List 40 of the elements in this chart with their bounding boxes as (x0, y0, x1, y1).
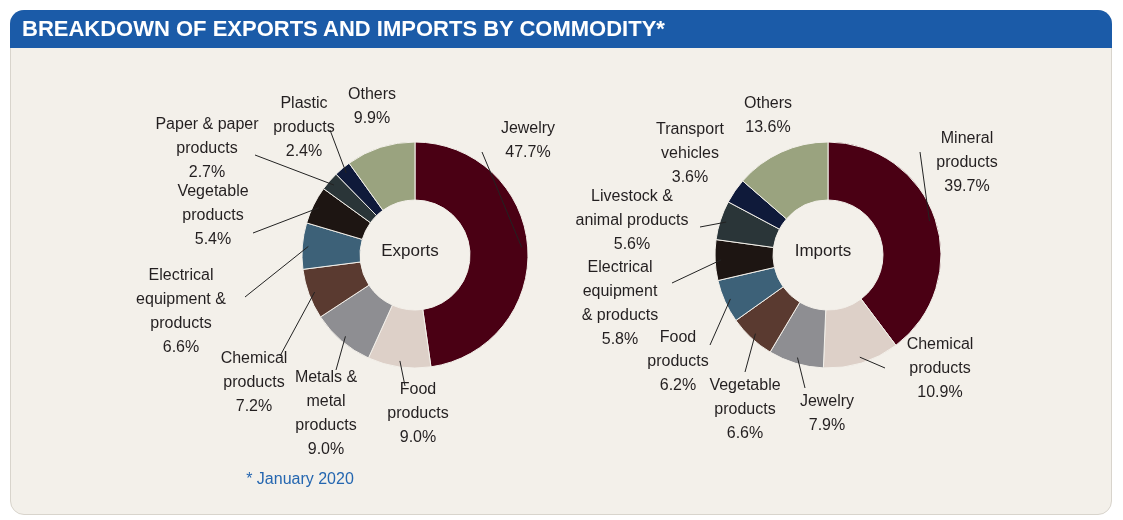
text: Exports (381, 241, 439, 260)
data-label: 9.0% (307, 440, 345, 457)
slice-label: Others (743, 94, 793, 111)
data-label: 7.9% (808, 416, 846, 433)
slice-label: Metals & metal products (294, 368, 358, 433)
text: Imports (794, 241, 852, 260)
data-label: 13.6% (745, 118, 791, 135)
text: BREAKDOWN OF EXPORTS AND IMPORTS BY COMMODITY* (10, 10, 1112, 48)
slice-label: Transport vehicles (656, 120, 725, 161)
data-label: 9.9% (353, 109, 391, 126)
data-label: 5.4% (194, 230, 232, 247)
data-label: 6.6% (162, 338, 200, 355)
data-label: 3.6% (671, 168, 709, 185)
slice-label: Vegetable products (177, 182, 249, 223)
slice-label: Jewelry (799, 392, 855, 409)
data-label: 6.6% (726, 424, 764, 441)
data-label: 5.8% (601, 330, 639, 347)
slice-label: Food products (387, 380, 449, 421)
data-label: 6.2% (659, 376, 697, 393)
slice-label: Food products (647, 328, 709, 369)
data-label: 10.9% (917, 383, 963, 400)
data-label: 9.0% (399, 428, 437, 445)
data-label: 5.6% (613, 235, 651, 252)
slice-label: Plastic products (273, 94, 335, 135)
text: * January 2020 (246, 470, 354, 487)
slice-label: Electrical equipment & products (136, 266, 227, 331)
slice-label: Paper & paper products (155, 115, 260, 156)
slice-label: Vegetable products (709, 376, 781, 417)
slice-label: Electrical equipment & products (581, 258, 659, 323)
slice-label: Livestock & animal products (575, 187, 689, 228)
slice-label: Others (347, 85, 397, 102)
data-label: 2.4% (285, 142, 323, 159)
data-label: 39.7% (944, 177, 990, 194)
data-label: 7.2% (235, 397, 273, 414)
data-label: 47.7% (505, 143, 551, 160)
slice-label: Chemical products (906, 335, 974, 376)
slice-label: Jewelry (500, 119, 556, 136)
data-label: 2.7% (188, 163, 226, 180)
slice-label: Mineral products (936, 129, 998, 170)
slice-label: Chemical products (220, 349, 288, 390)
